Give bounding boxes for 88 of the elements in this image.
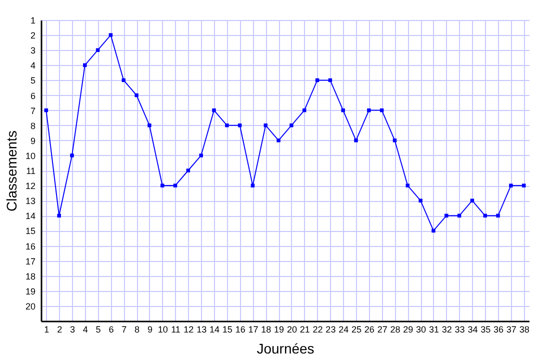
x-tick-label: 16 <box>235 324 246 334</box>
x-tick-label: 15 <box>222 324 232 334</box>
x-tick-label: 4 <box>82 324 88 334</box>
x-tick-label: 18 <box>261 324 272 334</box>
point <box>70 154 74 158</box>
y-tick-label: 7 <box>30 106 36 116</box>
y-tick-label: 6 <box>30 90 36 101</box>
y-tick-label: 1 <box>30 16 36 26</box>
x-tick-label: 12 <box>184 324 194 334</box>
point <box>341 108 345 112</box>
point <box>483 214 487 218</box>
x-tick-label: 8 <box>134 324 140 334</box>
point <box>392 138 397 142</box>
point <box>186 168 190 172</box>
y-tick-label: 18 <box>25 271 36 282</box>
x-tick-label: 13 <box>196 324 207 334</box>
x-tick-label: 24 <box>338 324 349 334</box>
point <box>496 214 500 218</box>
point <box>276 138 280 142</box>
point <box>367 108 371 112</box>
point <box>225 123 229 128</box>
x-tick-label: 20 <box>286 324 297 334</box>
point <box>406 184 410 188</box>
x-tick-label: 31 <box>428 324 439 334</box>
x-tick-label: 32 <box>442 324 452 334</box>
x-tick-label: 23 <box>326 324 336 334</box>
point <box>199 154 203 158</box>
x-tick-label: 1 <box>44 324 50 334</box>
y-tick-label: 17 <box>25 256 36 266</box>
x-tick-label: 17 <box>248 324 258 334</box>
point <box>57 214 61 218</box>
y-tick-label: 2 <box>30 30 36 41</box>
y-tick-label: 12 <box>25 181 36 192</box>
x-tick-label: 28 <box>390 324 400 334</box>
x-tick-label: 38 <box>519 324 530 334</box>
x-tick-label: 2 <box>57 324 62 334</box>
y-tick-label: 11 <box>26 166 36 176</box>
y-tick-label: 20 <box>25 301 36 312</box>
point <box>432 228 436 233</box>
y-tick-label: 10 <box>25 150 36 161</box>
x-tick-label: 5 <box>96 324 101 334</box>
y-tick-label: 8 <box>30 120 36 131</box>
y-tick-label: 15 <box>25 226 36 236</box>
x-axis-title: Journées <box>256 340 314 356</box>
y-tick-label: 9 <box>30 136 36 146</box>
y-tick-label: 5 <box>30 76 36 86</box>
x-tick-label: 9 <box>147 324 152 334</box>
x-tick-label: 21 <box>300 324 310 334</box>
point <box>354 138 358 142</box>
point <box>250 184 255 188</box>
x-tick-label: 33 <box>454 324 465 334</box>
point <box>212 108 216 112</box>
point <box>134 93 138 98</box>
x-tick-label: 36 <box>494 324 504 334</box>
x-tick-label: 19 <box>274 324 284 334</box>
x-tick-label: 11 <box>171 324 180 334</box>
x-tick-label: 37 <box>506 324 516 334</box>
y-tick-label: 14 <box>25 211 36 222</box>
x-tick-label: 26 <box>364 324 374 334</box>
point <box>290 123 294 128</box>
x-tick-label: 3 <box>70 324 75 334</box>
point <box>173 184 178 188</box>
x-tick-label: 35 <box>480 324 491 334</box>
y-tick-label: 3 <box>30 46 36 56</box>
y-tick-label: 16 <box>25 241 36 252</box>
point <box>96 48 100 52</box>
point <box>148 123 152 128</box>
x-tick-label: 7 <box>122 324 127 334</box>
x-tick-label: 30 <box>416 324 426 334</box>
point <box>108 33 113 37</box>
y-axis-title: Classements <box>3 130 20 212</box>
point <box>470 198 474 202</box>
x-tick-label: 25 <box>351 324 362 334</box>
point <box>509 184 513 188</box>
point <box>83 63 87 68</box>
x-tick-label: 10 <box>158 324 168 334</box>
point <box>418 198 422 202</box>
x-tick-label: 14 <box>209 324 220 334</box>
x-tick-label: 6 <box>108 324 114 334</box>
point <box>160 184 164 188</box>
y-tick-label: 4 <box>30 60 36 71</box>
x-tick-label: 22 <box>312 324 323 334</box>
y-tick-label: 13 <box>25 196 36 206</box>
y-tick-label: 19 <box>25 286 36 296</box>
point <box>522 184 526 188</box>
x-tick-label: 27 <box>377 324 388 334</box>
x-tick-label: 29 <box>403 324 414 334</box>
x-tick-label: 34 <box>468 324 478 334</box>
